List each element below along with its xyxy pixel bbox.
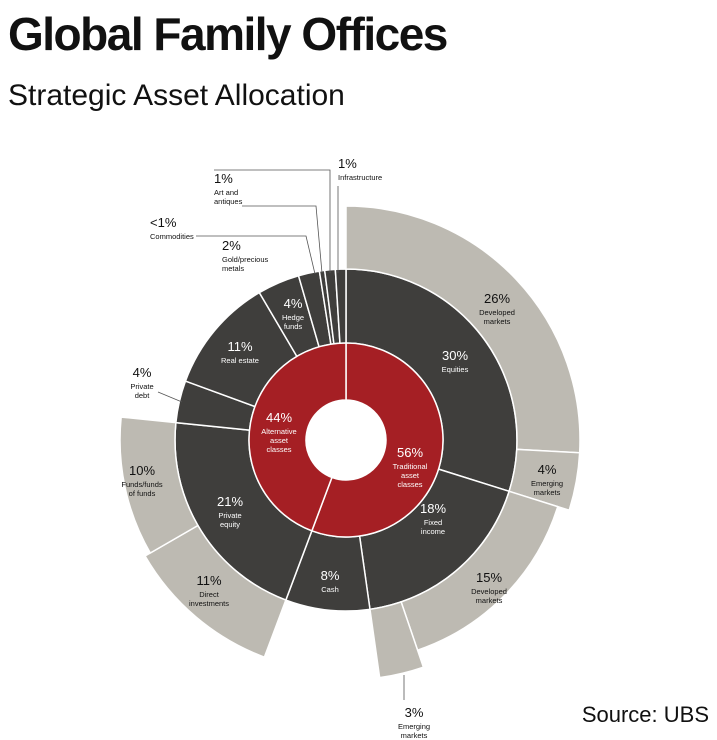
segment-private-equity-funds-funds-of-funds <box>119 416 199 555</box>
label-private-equity: 21% Private equity <box>217 494 243 529</box>
chart-title: Global Family Offices <box>8 8 448 60</box>
leader-line <box>196 235 316 275</box>
label-cash: 8% Cash <box>321 568 340 594</box>
label-alternative-asset-classes: 44% Alternative asset classes <box>261 410 296 454</box>
leader-line <box>242 205 323 274</box>
segment-alternative-asset-classes <box>248 342 347 532</box>
label-fixed-income-emerging-markets: 3% Emerging markets <box>398 705 430 740</box>
label-fixed-income-developed-markets: 15% Developed markets <box>471 570 507 605</box>
label-commodities: <1% Commodities <box>150 215 194 241</box>
segment-traditional-asset-classes <box>310 342 444 538</box>
label-equities-emerging-markets: 4% Emerging markets <box>531 462 563 497</box>
label-equities: 30% Equities <box>442 348 469 374</box>
label-private-equity-funds-funds-of-funds: 10% Funds/funds of funds <box>121 463 163 498</box>
label-hedge-funds: 4% Hedge funds <box>282 296 304 331</box>
label-equities-developed-markets: 26% Developed markets <box>479 291 515 326</box>
label-infrastructure: 1% Infrastructure <box>338 156 382 182</box>
label-real-estate: 11% Real estate <box>221 339 259 365</box>
label-fixed-income: 18% Fixed income <box>420 501 446 536</box>
segment-private-equity-direct-investments <box>144 524 287 659</box>
leader-line <box>214 169 331 273</box>
label-traditional-asset-classes: 56% Traditional asset classes <box>393 445 428 489</box>
source-note: Source: UBS <box>581 702 709 727</box>
segment-fixed-income-emerging-markets <box>369 600 425 679</box>
label-art-and-antiques: 1% Art and antiques <box>214 171 243 206</box>
label-private-equity-direct-investments: 11% Direct investments <box>189 573 229 608</box>
chart-subtitle: Strategic Asset Allocation <box>8 79 345 112</box>
label-gold-precious-metals: 2% Gold/precious metals <box>222 238 269 273</box>
leader-line <box>157 391 183 403</box>
label-private-debt: 4% Private debt <box>130 365 153 400</box>
